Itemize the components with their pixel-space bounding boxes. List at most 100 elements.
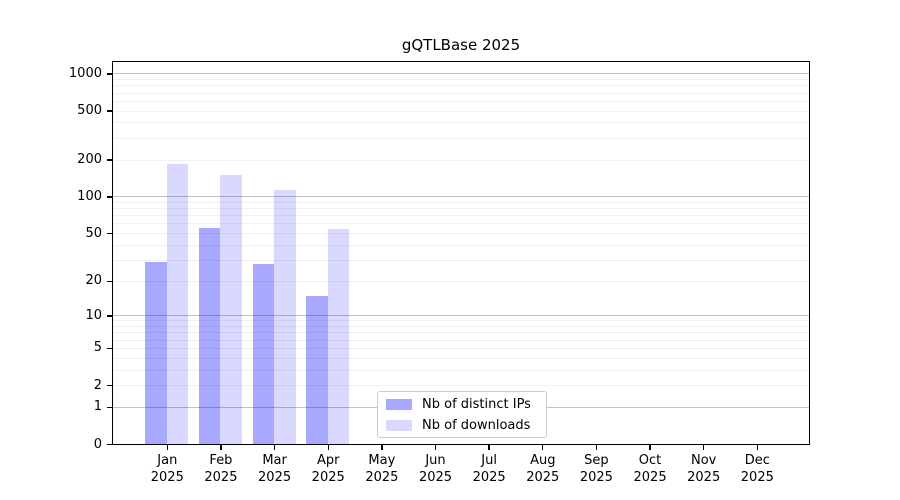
y-tick-mark bbox=[106, 347, 112, 350]
major-gridline bbox=[113, 73, 809, 75]
y-tick-mark bbox=[106, 232, 112, 235]
y-tick-label: 2 bbox=[93, 377, 102, 393]
x-tick-label: Sep 2025 bbox=[566, 453, 626, 486]
bar-downloads-apr bbox=[327, 228, 350, 445]
legend-swatch-distinct-ips bbox=[386, 399, 412, 410]
minor-gridline bbox=[113, 122, 809, 124]
minor-gridline bbox=[113, 215, 809, 217]
x-tick-month: Aug bbox=[530, 453, 556, 468]
legend-label-downloads: Nb of downloads bbox=[422, 418, 531, 433]
x-tick-label: Dec 2025 bbox=[727, 453, 787, 486]
y-tick-mark bbox=[106, 315, 112, 317]
x-tick-year: 2025 bbox=[258, 469, 292, 485]
x-tick-mark bbox=[595, 445, 598, 450]
x-tick-label: Nov 2025 bbox=[674, 453, 734, 486]
y-tick-label: 200 bbox=[77, 152, 102, 168]
y-tick-mark bbox=[106, 443, 112, 446]
minor-gridline bbox=[113, 159, 809, 161]
legend-item-distinct-ips: Nb of distinct IPs bbox=[378, 394, 546, 415]
minor-gridline bbox=[113, 385, 809, 387]
x-tick-month: Oct bbox=[638, 453, 662, 468]
bar-distinct-ips-jan bbox=[145, 262, 167, 445]
minor-gridline bbox=[113, 223, 809, 225]
x-tick-month: Dec bbox=[744, 453, 770, 468]
y-tick-mark bbox=[106, 196, 112, 198]
x-tick-month: Feb bbox=[209, 453, 233, 468]
y-tick-label: 500 bbox=[77, 103, 102, 119]
bar-downloads-jan bbox=[166, 164, 189, 445]
minor-gridline bbox=[113, 100, 809, 102]
x-tick-month: Jul bbox=[481, 453, 497, 468]
y-tick-label: 1000 bbox=[68, 65, 102, 81]
y-tick-label: 50 bbox=[85, 225, 102, 241]
legend-swatch-downloads bbox=[386, 420, 412, 431]
minor-gridline bbox=[113, 320, 809, 322]
bar-distinct-ips-feb bbox=[198, 227, 221, 445]
y-tick-label: 20 bbox=[85, 273, 102, 289]
legend: Nb of distinct IPs Nb of downloads bbox=[377, 391, 547, 438]
minor-gridline bbox=[113, 92, 809, 94]
bar-distinct-ips-mar bbox=[252, 263, 275, 445]
major-gridline bbox=[113, 196, 809, 198]
minor-gridline bbox=[113, 357, 809, 359]
y-tick-label: 0 bbox=[93, 436, 102, 452]
x-tick-label: May 2025 bbox=[352, 453, 412, 486]
y-tick-label: 100 bbox=[77, 188, 102, 204]
x-tick-mark bbox=[220, 445, 222, 450]
minor-gridline bbox=[113, 332, 809, 334]
minor-gridline bbox=[113, 259, 809, 261]
x-tick-label: Mar 2025 bbox=[245, 453, 305, 486]
x-tick-mark bbox=[166, 445, 168, 450]
minor-gridline bbox=[113, 280, 809, 282]
x-tick-label: Jan 2025 bbox=[137, 453, 197, 486]
minor-gridline bbox=[113, 326, 809, 328]
y-tick-label: 5 bbox=[93, 340, 102, 356]
chart-title: gQTLBase 2025 bbox=[401, 36, 521, 54]
x-tick-year: 2025 bbox=[311, 469, 345, 485]
x-tick-year: 2025 bbox=[365, 469, 399, 485]
x-tick-month: Sep bbox=[584, 453, 609, 468]
x-tick-year: 2025 bbox=[633, 469, 667, 485]
bar-distinct-ips-apr bbox=[306, 295, 328, 445]
y-tick-mark bbox=[106, 159, 112, 161]
x-tick-year: 2025 bbox=[472, 469, 506, 485]
x-tick-month: Jan bbox=[157, 453, 178, 468]
x-tick-year: 2025 bbox=[740, 469, 774, 485]
y-tick-label: 1 bbox=[93, 399, 102, 415]
x-tick-mark bbox=[273, 445, 276, 450]
bar-downloads-feb bbox=[220, 175, 242, 445]
minor-gridline bbox=[113, 244, 809, 246]
x-tick-mark bbox=[434, 445, 437, 450]
x-tick-mark bbox=[703, 445, 705, 450]
x-tick-month: Nov bbox=[691, 453, 717, 468]
legend-label-distinct-ips: Nb of distinct IPs bbox=[422, 397, 531, 412]
x-tick-label: Oct 2025 bbox=[620, 453, 680, 486]
x-tick-year: 2025 bbox=[687, 469, 721, 485]
minor-gridline bbox=[113, 79, 809, 81]
x-tick-year: 2025 bbox=[418, 469, 453, 485]
x-tick-label: Aug 2025 bbox=[513, 453, 573, 486]
bar-downloads-mar bbox=[274, 189, 296, 445]
y-tick-mark bbox=[106, 280, 112, 282]
minor-gridline bbox=[113, 208, 809, 210]
x-tick-label: Feb 2025 bbox=[191, 453, 251, 486]
x-tick-year: 2025 bbox=[526, 469, 560, 485]
y-tick-mark bbox=[106, 406, 112, 408]
y-tick-label: 10 bbox=[85, 307, 102, 323]
x-tick-year: 2025 bbox=[579, 469, 613, 485]
y-tick-mark bbox=[106, 384, 112, 387]
x-tick-year: 2025 bbox=[150, 469, 184, 485]
x-tick-label: Apr 2025 bbox=[298, 453, 358, 486]
x-tick-month: Apr bbox=[316, 453, 340, 468]
x-tick-month: May bbox=[368, 453, 396, 468]
x-tick-mark bbox=[488, 445, 490, 450]
x-tick-mark bbox=[649, 445, 651, 450]
minor-gridline bbox=[113, 369, 809, 371]
x-tick-label: Jun 2025 bbox=[406, 453, 466, 486]
x-tick-mark bbox=[542, 445, 544, 450]
x-tick-mark bbox=[381, 445, 383, 450]
minor-gridline bbox=[113, 85, 809, 87]
